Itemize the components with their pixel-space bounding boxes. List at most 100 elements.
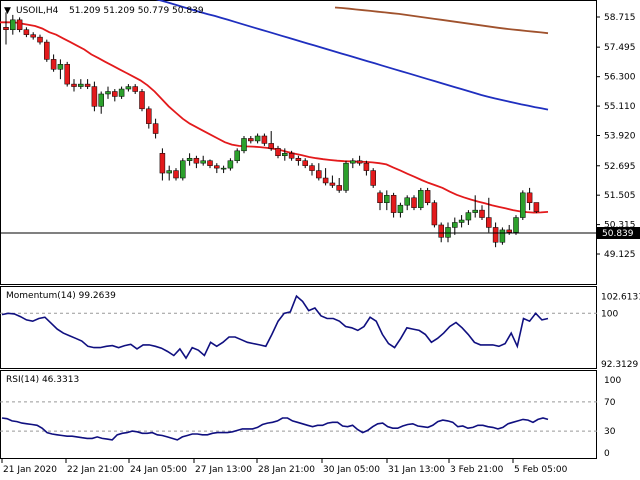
candle-body	[288, 153, 295, 159]
time-tick-label: 30 Jan 05:00	[323, 465, 380, 475]
candle-body	[356, 160, 363, 164]
price-tick-label: 56.300	[604, 73, 636, 83]
candle-body	[139, 91, 145, 110]
momentum-title: Momentum(14) 99.2639	[6, 291, 116, 301]
candle-body	[125, 86, 132, 90]
candle-body	[64, 64, 70, 85]
candle-body	[118, 88, 125, 97]
candle-body	[241, 138, 247, 152]
candle-body	[404, 197, 410, 206]
candle-body	[207, 160, 213, 166]
candle-body	[384, 195, 390, 203]
candle-body	[486, 217, 492, 228]
rsi-tick-label: 70	[604, 398, 616, 408]
candle-body	[30, 34, 36, 38]
candle-body	[268, 143, 274, 149]
price-tick-label: 52.695	[604, 162, 636, 172]
rsi-line	[1, 417, 549, 441]
current-price-box	[597, 227, 640, 239]
candle-body	[16, 19, 23, 30]
candle-body	[458, 219, 465, 223]
candle-body	[234, 150, 240, 161]
momentum-tick-label: 102.6131	[601, 293, 640, 303]
axis-ticks: 58.715 57.495 56.300 55.110 53.920 52.695 51.5…	[1, 13, 640, 475]
rsi-title: RSI(14) 46.3313	[6, 375, 79, 385]
candle-body	[78, 83, 84, 87]
moving-averages	[0, 0, 549, 214]
candle-body	[363, 162, 370, 171]
candle-body	[499, 229, 506, 243]
candle-body	[254, 135, 261, 142]
price-tick-label: 53.920	[604, 132, 636, 142]
candle-body	[316, 170, 322, 179]
price-panel[interactable]	[0, 0, 597, 285]
rsi-panel[interactable]	[0, 370, 597, 459]
rsi-lines	[0, 401, 597, 441]
candle-body	[84, 83, 91, 87]
price-tick-label: 49.125	[604, 250, 636, 260]
time-tick-label: 28 Jan 21:00	[258, 465, 315, 475]
time-tick-label: 5 Feb 05:00	[514, 465, 568, 475]
time-tick-label: 31 Jan 13:00	[388, 465, 445, 475]
candle-body	[418, 190, 424, 208]
rsi-tick-label: 0	[604, 449, 610, 459]
candle-body	[71, 83, 77, 87]
candle-body	[302, 160, 308, 166]
candle-body	[377, 192, 383, 203]
candle-body	[370, 170, 376, 186]
candle-body	[452, 222, 458, 228]
candle-body	[50, 59, 57, 70]
ma-mid-line	[155, 0, 549, 111]
momentum-tick-label: 100	[601, 309, 618, 319]
rsi-tick-label: 100	[604, 376, 621, 386]
symbol-label: USOIL,H4	[16, 6, 59, 16]
price-tick-label: 58.715	[604, 13, 636, 23]
candle-body	[57, 64, 64, 70]
rsi-tick-label: 30	[604, 427, 616, 437]
candle-body	[322, 177, 329, 184]
candle-body	[132, 86, 138, 92]
candle-body	[390, 195, 397, 213]
candle-body	[275, 148, 281, 157]
candle-body	[180, 160, 186, 179]
candle-body	[248, 138, 254, 142]
momentum-tick-label: 92.3129	[601, 360, 638, 370]
collapse-arrow-icon[interactable]: ▼	[4, 6, 11, 16]
ohlc-values: 51.209 51.209 50.779 50.839	[69, 6, 204, 16]
candle-body	[146, 108, 152, 124]
candle-body	[472, 209, 478, 213]
candle-body	[98, 93, 104, 107]
candle-body	[350, 160, 356, 164]
candle-body	[424, 190, 431, 203]
candle-body	[214, 165, 220, 169]
candle-body	[520, 192, 526, 218]
time-tick-label: 22 Jan 21:00	[67, 465, 124, 475]
candle-body	[445, 227, 451, 238]
candle-body	[186, 157, 193, 161]
price-tick-label: 55.110	[604, 102, 636, 112]
momentum-panel[interactable]	[0, 286, 597, 369]
candle-body	[309, 165, 315, 171]
time-tick-label: 27 Jan 13:00	[195, 465, 252, 475]
candle-body	[23, 29, 30, 35]
candle-body	[465, 212, 472, 221]
candle-body	[431, 202, 438, 226]
candle-body	[506, 229, 512, 233]
candle-body	[200, 160, 206, 164]
time-tick-label: 3 Feb 21:00	[450, 465, 504, 475]
time-tick-label: 24 Jan 05:00	[130, 465, 187, 475]
candle-body	[105, 91, 111, 95]
candle-body	[336, 185, 342, 191]
candle-body	[10, 19, 16, 30]
candle-body	[220, 167, 227, 170]
candle-body	[37, 36, 43, 43]
price-tick-label: 50.315	[604, 221, 636, 231]
candle-body	[411, 197, 417, 208]
momentum-line	[1, 294, 549, 360]
candle-body	[193, 157, 200, 164]
candle-body	[329, 182, 336, 186]
price-tick-label: 57.495	[604, 43, 636, 53]
price-tick-label: 51.505	[604, 191, 636, 201]
candle-body	[261, 135, 268, 144]
